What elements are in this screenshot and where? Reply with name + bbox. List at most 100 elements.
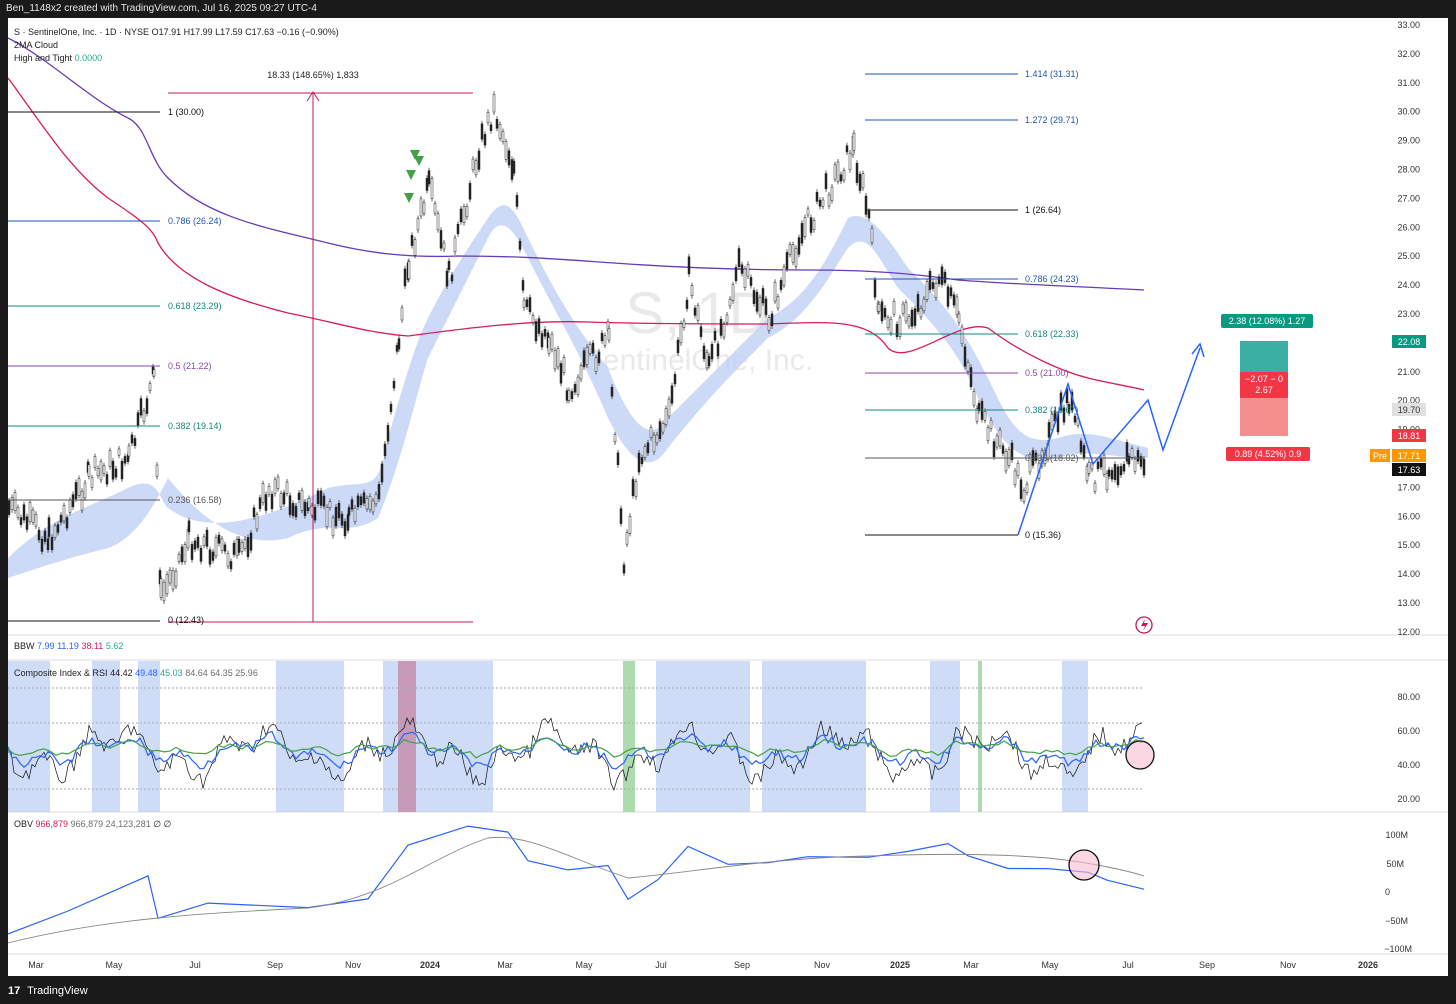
candle-body <box>111 460 115 480</box>
candle-body <box>65 517 69 529</box>
fib-left-0382: 0.382 (19.14) <box>168 421 222 431</box>
chart-caption: Ben_1148x2 created with TradingView.com,… <box>6 3 317 14</box>
candle-body <box>1019 479 1023 499</box>
candle-body <box>1076 418 1080 426</box>
candle-body <box>395 345 399 352</box>
candle-body <box>537 318 541 334</box>
candle-body <box>673 374 677 385</box>
candle-body <box>886 317 890 328</box>
price-tick: 15.00 <box>1397 540 1420 550</box>
candle-body <box>252 507 256 517</box>
candle-body <box>821 199 825 207</box>
fib-left-0786: 0.786 (26.24) <box>168 216 222 226</box>
candle-body <box>827 194 831 207</box>
time-axis[interactable]: Mar May Jul Sep Nov 2024 Mar May Jul Sep… <box>28 960 1378 970</box>
fib-left[interactable]: 1 (30.00) 0.786 (26.24) 0.618 (23.29) 0.… <box>8 107 222 625</box>
candle-body <box>25 516 29 530</box>
candle-body <box>870 227 874 243</box>
candle-body <box>749 277 753 286</box>
candle-body <box>610 386 614 397</box>
candle-body <box>400 307 404 321</box>
candle-body <box>986 427 990 441</box>
candle-body <box>731 284 735 301</box>
candle-body <box>904 302 908 322</box>
obv-legend[interactable]: OBV 966,879 966,879 24,123,281 ∅ ∅ <box>14 819 172 829</box>
price-tick: 27.00 <box>1397 193 1420 203</box>
indicator-high-tight[interactable]: High and Tight 0.0000 <box>14 53 103 63</box>
candle-body <box>177 554 181 562</box>
svg-text:2024: 2024 <box>420 960 440 970</box>
candle-body <box>456 224 460 235</box>
candle-body <box>989 419 993 429</box>
candle-body <box>806 208 810 216</box>
candle-body <box>743 268 747 288</box>
candle-body <box>77 478 81 496</box>
candle-body <box>767 317 771 331</box>
candle-body <box>949 287 953 297</box>
candle-body <box>37 529 41 541</box>
svg-text:−100M: −100M <box>1384 944 1412 954</box>
candle-body <box>848 152 852 170</box>
candle-body <box>471 158 475 170</box>
candle-body <box>607 328 611 341</box>
candle-body <box>628 516 632 534</box>
candle-body <box>430 178 434 199</box>
candle-body <box>492 94 496 113</box>
svg-text:50M: 50M <box>1386 859 1404 869</box>
svg-text:Sep: Sep <box>267 960 283 970</box>
candle-body <box>728 298 732 307</box>
position-tool[interactable]: 2.38 (12.08%) 1.27 −2.07 − 0 2.67 0.89 (… <box>1221 314 1313 461</box>
candle-body <box>71 494 75 508</box>
ohlc-values: O17.91 H17.99 L17.59 C17.63 −0.16 (−0.90… <box>151 27 339 37</box>
rsi-legend[interactable]: Composite Index & RSI 44.42 49.48 45.03 … <box>14 668 258 678</box>
chart-canvas[interactable]: S, 1D SentinelOne, Inc. 18.33 (148.65%) … <box>8 18 1448 976</box>
fib-right[interactable]: 1.414 (31.31) 1.272 (29.71) 1 (26.64) 0.… <box>865 69 1144 540</box>
candle-body <box>83 482 87 499</box>
candle-body <box>389 403 393 412</box>
main-legend[interactable]: S · SentinelOne, Inc. · 1D · NYSE O17.91… <box>14 26 339 65</box>
price-tick: 24.00 <box>1397 280 1420 290</box>
candle-body <box>910 309 914 327</box>
candle-body <box>255 514 259 530</box>
svg-text:40.00: 40.00 <box>1397 760 1420 770</box>
candle-body <box>634 481 638 497</box>
candle-body <box>943 271 947 284</box>
candle-body <box>208 549 212 565</box>
svg-text:May: May <box>1041 960 1059 970</box>
candle-body <box>995 435 999 448</box>
candle-body <box>328 501 332 508</box>
candle-body <box>120 460 124 480</box>
indicator-2ma-cloud[interactable]: 2MA Cloud <box>14 40 59 50</box>
svg-text:2025: 2025 <box>890 960 910 970</box>
candle-body <box>901 303 905 314</box>
price-tick: 21.00 <box>1397 367 1420 377</box>
candle-body <box>264 494 268 511</box>
price-axis[interactable]: 33.00 32.00 31.00 30.00 29.00 28.00 27.00 26.00… <box>1397 20 1420 637</box>
obv-signal-line <box>8 836 1145 944</box>
candle-body <box>889 318 893 334</box>
fib-right-0618: 0.618 (22.33) <box>1025 329 1079 339</box>
candle-body <box>425 177 429 191</box>
candle-body <box>788 244 792 255</box>
candle-body <box>28 502 32 522</box>
bbw-legend[interactable]: BBW 7.99 11.19 38.11 5.62 <box>14 641 124 651</box>
svg-text:May: May <box>105 960 123 970</box>
candle-body <box>127 445 131 457</box>
chart-area[interactable]: S, 1D SentinelOne, Inc. 18.33 (148.65%) … <box>8 18 1448 976</box>
candle-body <box>800 223 804 244</box>
alert-icon[interactable] <box>1135 616 1153 634</box>
candle-body <box>223 544 227 552</box>
candle-body <box>1022 490 1026 502</box>
svg-text:20.00: 20.00 <box>1397 794 1420 804</box>
candle-body <box>413 239 417 256</box>
candle-body <box>567 390 571 401</box>
candle-body <box>952 294 956 306</box>
candle-body <box>322 495 326 507</box>
candle-body <box>919 307 923 318</box>
projection-path[interactable] <box>1017 347 1201 536</box>
candle-body <box>139 398 143 416</box>
candle-body <box>174 570 178 587</box>
ma-red-line <box>8 77 1145 391</box>
candle-body <box>1067 404 1071 414</box>
svg-text:May: May <box>575 960 593 970</box>
